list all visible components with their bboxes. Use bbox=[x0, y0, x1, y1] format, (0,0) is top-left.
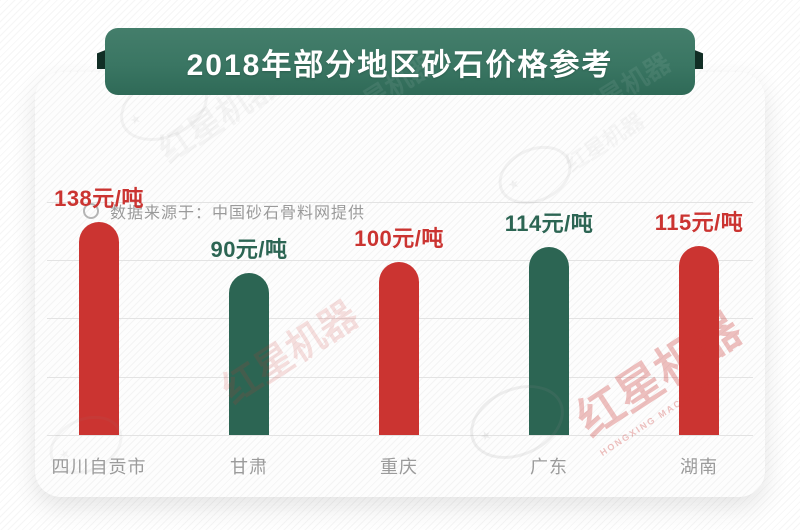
bar bbox=[79, 222, 119, 435]
bar-column: 138元/吨 bbox=[35, 181, 174, 435]
bar-column: 114元/吨 bbox=[474, 206, 624, 435]
bar-value-label: 100元/吨 bbox=[354, 226, 444, 251]
page-title: 2018年部分地区砂石价格参考 bbox=[186, 48, 614, 82]
plot-area: 138元/吨四川自贡市 90元/吨甘肃 100元/吨重庆 114元/吨广东 115元/吨… bbox=[35, 72, 765, 497]
bar-value-label: 114元/吨 bbox=[504, 211, 594, 236]
category-label: 广东 bbox=[530, 457, 568, 477]
bar-value-label: 90元/吨 bbox=[210, 237, 288, 262]
bar bbox=[679, 246, 719, 435]
bar bbox=[379, 262, 419, 435]
ribbon-banner: 2018年部分地区砂石价格参考 红星机器 红星机器 bbox=[105, 28, 695, 130]
category-label: 重庆 bbox=[380, 457, 418, 477]
category-label: 湖南 bbox=[680, 457, 718, 477]
title-banner: 2018年部分地区砂石价格参考 红星机器 红星机器 bbox=[97, 28, 703, 130]
bar-column: 90元/吨 bbox=[174, 232, 324, 435]
bar bbox=[529, 247, 569, 435]
data-source-note: 数据来源于：中国砂石骨料网提供 bbox=[110, 205, 366, 222]
category-label: 甘肃 bbox=[230, 457, 268, 477]
gridline bbox=[47, 435, 753, 436]
gridline bbox=[47, 260, 753, 261]
data-source-row: 数据来源于：中国砂石骨料网提供 bbox=[83, 199, 365, 223]
source-bullet-circle-icon bbox=[83, 203, 99, 219]
bar-column: 100元/吨 bbox=[324, 221, 474, 435]
bar-value-label: 115元/吨 bbox=[654, 210, 744, 235]
gridline bbox=[47, 202, 753, 203]
category-label: 四川自贡市 bbox=[51, 457, 147, 477]
bar-column: 115元/吨 bbox=[624, 205, 765, 435]
bar bbox=[229, 273, 269, 435]
chart-card: 数据来源于：中国砂石骨料网提供 138元/吨四川自贡市 90元/吨甘肃 100元/吨… bbox=[35, 72, 765, 497]
bar-value-label: 138元/吨 bbox=[54, 186, 144, 211]
